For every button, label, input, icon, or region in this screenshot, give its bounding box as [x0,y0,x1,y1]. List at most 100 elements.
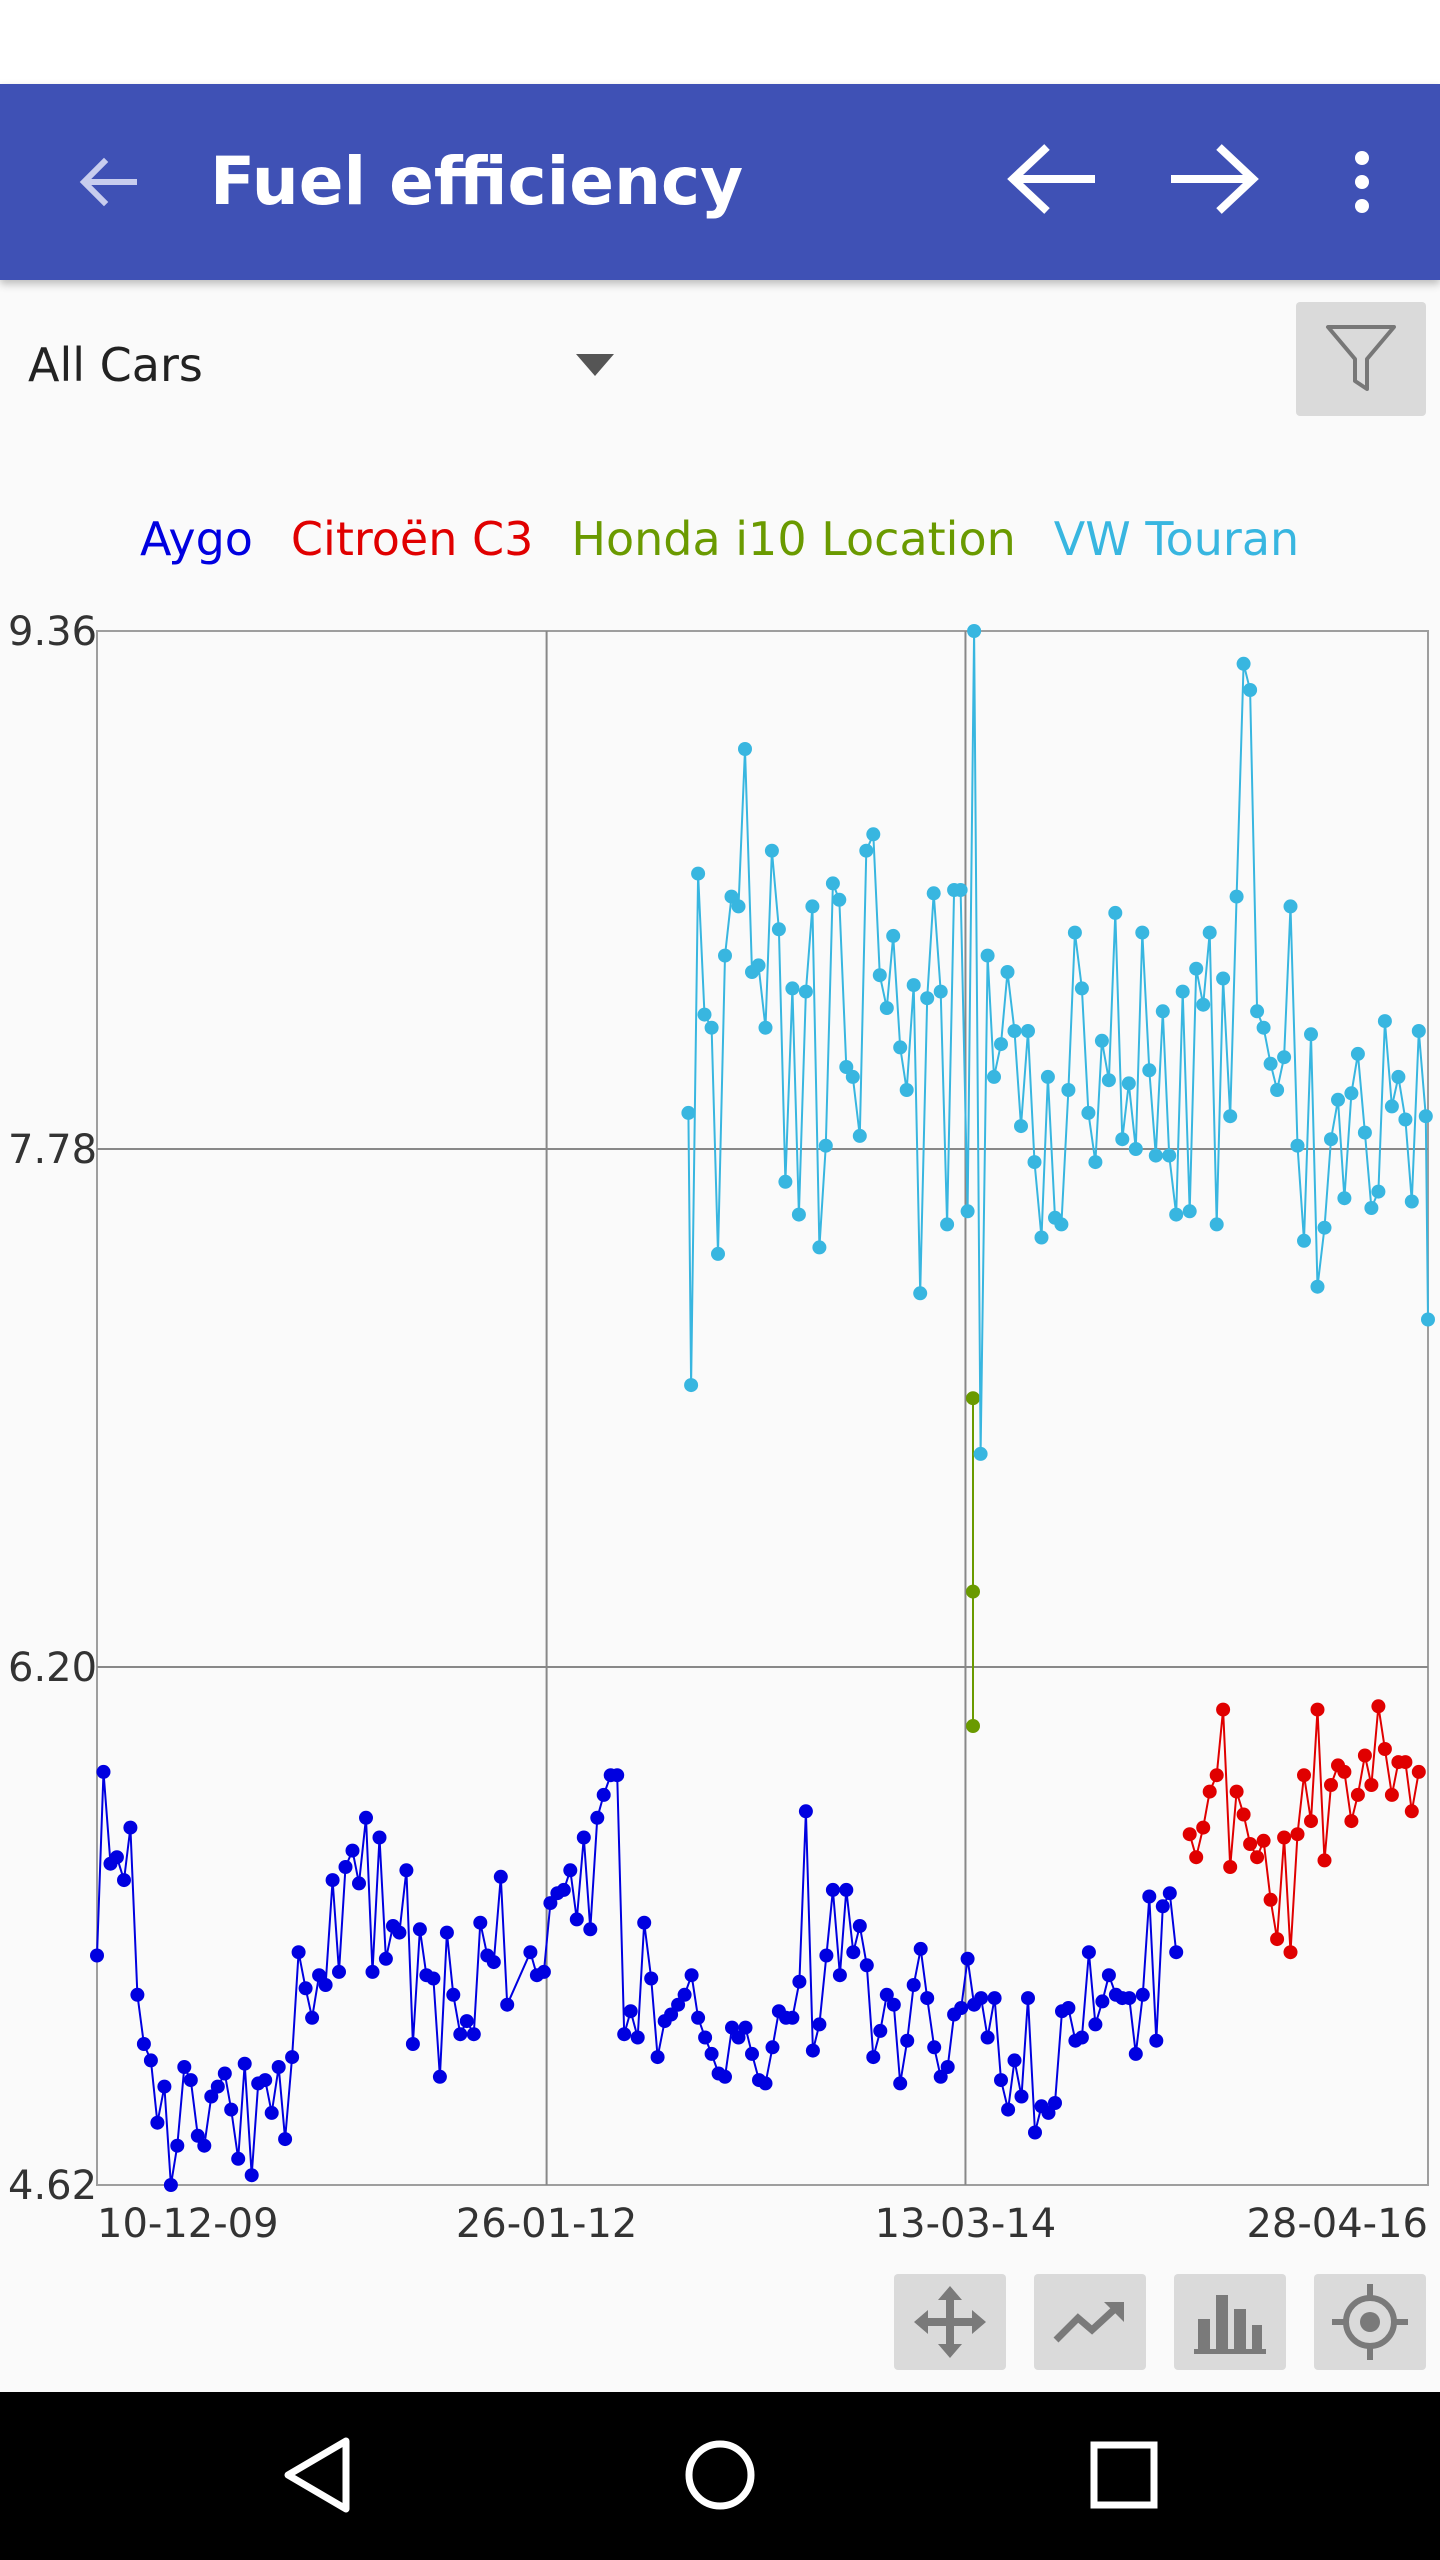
data-point [1270,1083,1285,1097]
data-point [1371,1184,1386,1199]
data-point [738,742,752,756]
page-title: Fuel efficiency [210,143,744,220]
data-point [453,2027,468,2042]
data-point [1310,1702,1325,1717]
data-point [1074,981,1089,996]
data-point [994,2073,1008,2088]
data-point [1007,2053,1022,2068]
data-point [731,2030,746,2045]
data-point [906,1978,921,1992]
data-point [1081,1945,1096,1960]
data-point [785,981,800,996]
data-point [684,1968,699,1983]
back-button[interactable] [58,132,158,232]
data-point [1236,656,1251,671]
data-point [677,1987,692,2002]
nav-home-button[interactable] [660,2420,780,2530]
data-point [1256,1833,1271,1848]
data-point [1128,1142,1143,1156]
data-point [1088,1155,1103,1170]
data-point [704,2046,719,2061]
car-selector[interactable]: All Cars [28,320,614,410]
data-point [886,1997,901,2012]
pan-button[interactable] [894,2274,1006,2370]
data-point [1310,1279,1325,1294]
data-point [1344,1086,1359,1101]
caret-down-icon [576,354,614,376]
data-point [764,843,779,858]
data-point [1028,2125,1042,2140]
previous-button[interactable] [996,124,1106,234]
arrow-right-icon [1171,144,1259,214]
x-tick-label: 10-12-09 [97,2201,279,2240]
data-point [812,1240,827,1255]
data-point [1411,1024,1426,1038]
center-button[interactable] [1314,2274,1426,2370]
data-point [90,1948,104,1963]
data-point [1067,925,1082,940]
data-point [846,1945,861,1960]
data-point [359,1810,373,1825]
data-point [136,2037,151,2051]
data-point [1041,2105,1056,2120]
data-point [1243,683,1258,697]
nav-back-button[interactable] [256,2420,376,2530]
bar-chart-button[interactable] [1174,2274,1286,2370]
data-point [630,2030,645,2045]
trend-line-button[interactable] [1034,2274,1146,2370]
data-point [1411,1764,1426,1779]
data-point [1290,1827,1305,1842]
filter-button[interactable] [1296,302,1426,416]
data-point [197,2138,212,2153]
data-point [818,1138,833,1153]
data-point [845,1069,860,1084]
data-point [825,876,840,891]
data-point [1277,1050,1292,1065]
data-point [576,1830,591,1845]
data-point [798,1804,813,1819]
nav-recents-button[interactable] [1064,2420,1184,2530]
arrow-left-icon [79,157,137,207]
data-point [183,2073,198,2088]
data-point [920,1991,935,2006]
data-point [1001,2102,1016,2117]
data-point [1095,1994,1110,2009]
data-point [966,1719,980,1733]
data-point [1384,1787,1399,1802]
data-point [913,1286,928,1301]
status-bar [0,0,1440,84]
data-point [1021,1991,1035,2006]
data-point [473,1915,488,1930]
data-point [974,1991,989,2006]
more-vert-icon [1355,151,1369,213]
data-point [832,892,847,907]
data-point [1357,1748,1372,1763]
data-point [1155,1004,1170,1019]
next-button[interactable] [1160,124,1270,234]
data-point [596,1787,611,1802]
data-point [583,1922,598,1937]
data-point [1229,889,1244,904]
data-point [318,1978,333,1992]
data-point [217,2066,232,2081]
data-point [1202,1784,1217,1799]
data-point [1088,2017,1103,2032]
data-point [1236,1807,1251,1822]
data-point [1135,925,1150,940]
data-point [493,1869,508,1884]
data-point [1169,1207,1184,1222]
data-point [681,1105,696,1120]
data-point [432,2069,447,2084]
series-honda-i10-location [966,1391,980,1733]
data-point [866,827,881,842]
data-point [1155,1899,1170,1914]
data-point [886,928,901,943]
more-options-button[interactable] [1322,132,1402,232]
data-point [839,1882,854,1897]
data-point [1283,1945,1298,1960]
data-point [1391,1069,1406,1084]
data-point [927,2040,942,2055]
data-point [412,1922,427,1937]
data-point [170,2138,185,2153]
